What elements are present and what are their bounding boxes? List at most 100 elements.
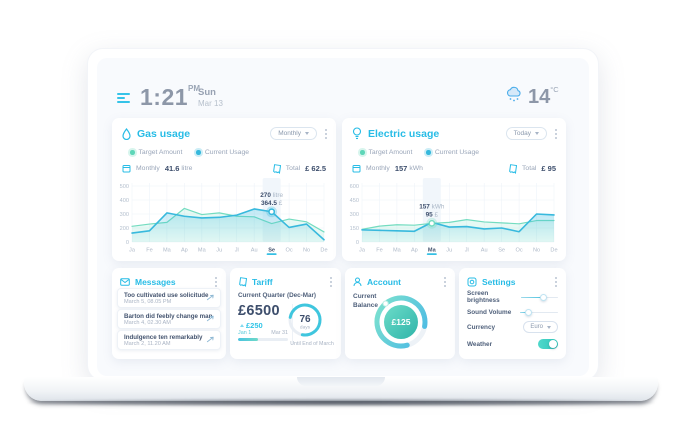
temperature-value: 14°C bbox=[528, 85, 559, 108]
clock-time: 1:21PM bbox=[140, 84, 201, 110]
tariff-amount: £6500 bbox=[238, 303, 280, 319]
svg-text:600: 600 bbox=[350, 184, 359, 190]
svg-text:450: 450 bbox=[350, 198, 359, 204]
messages-menu-button[interactable] bbox=[213, 275, 219, 289]
gas-series-current bbox=[131, 208, 325, 241]
screen-brightness-label: Screen brightness bbox=[467, 290, 500, 304]
electric-range-dropdown[interactable]: Today bbox=[505, 127, 547, 140]
tariff-progress-fill bbox=[238, 338, 258, 341]
message-item[interactable]: Indulgence ten remarkably March 2, 11.20… bbox=[117, 330, 221, 350]
arrow-up-icon bbox=[240, 324, 244, 327]
tariff-menu-button[interactable] bbox=[328, 275, 334, 289]
electric-bulb-icon bbox=[352, 127, 362, 140]
svg-text:Jl: Jl bbox=[465, 248, 469, 254]
slider-track bbox=[520, 311, 558, 314]
electric-stats-row: Monthly 157 kWh Total £ 95 bbox=[352, 163, 556, 174]
laptop-base-notch bbox=[297, 377, 385, 386]
currency-value: Euro bbox=[530, 324, 543, 330]
send-arrow-icon bbox=[206, 294, 214, 301]
svg-text:De: De bbox=[320, 248, 327, 254]
account-balance-gauge: £125 bbox=[374, 295, 428, 349]
chevron-down-icon bbox=[547, 325, 551, 329]
electric-period-label: Monthly bbox=[366, 165, 390, 172]
gas-total-value: £ 62.5 bbox=[305, 164, 326, 173]
current-usage-dot bbox=[196, 150, 201, 155]
screen-brightness-slider[interactable] bbox=[521, 294, 558, 301]
clock-meridiem: PM bbox=[188, 84, 201, 93]
svg-text:Oc: Oc bbox=[286, 248, 293, 254]
current-usage-dot bbox=[426, 150, 431, 155]
tariff-progress-bar bbox=[238, 338, 288, 341]
svg-text:Au: Au bbox=[481, 248, 488, 254]
gas-legend: Target Amount Current Usage bbox=[130, 149, 249, 156]
slider-knob[interactable] bbox=[540, 294, 548, 301]
slider-knob[interactable] bbox=[524, 309, 532, 316]
svg-text:300: 300 bbox=[120, 212, 129, 218]
svg-text:500: 500 bbox=[120, 184, 129, 190]
tariff-gauge-caption: Until End of March bbox=[290, 341, 334, 347]
tariff-subtitle: Current Quarter (Dec-Mar) bbox=[238, 292, 317, 299]
gas-range-value: Monthly bbox=[278, 130, 301, 137]
target-amount-label: Target Amount bbox=[368, 149, 413, 156]
account-menu-button[interactable] bbox=[442, 275, 448, 289]
calendar-icon bbox=[122, 165, 131, 173]
laptop-shadow bbox=[28, 399, 654, 406]
gas-menu-button[interactable] bbox=[323, 127, 329, 141]
electric-range-value: Today bbox=[513, 130, 531, 137]
gas-period-label: Monthly bbox=[136, 165, 160, 172]
svg-text:Oc: Oc bbox=[516, 248, 523, 254]
svg-text:Ju: Ju bbox=[216, 248, 222, 254]
electric-series-target bbox=[361, 218, 555, 231]
account-panel: Account Current Balance £125 bbox=[345, 268, 455, 359]
sound-volume-slider[interactable] bbox=[520, 309, 558, 316]
svg-text:Fe: Fe bbox=[376, 248, 383, 254]
menu-icon[interactable] bbox=[117, 93, 131, 104]
svg-text:0: 0 bbox=[126, 240, 129, 246]
settings-panel-title: Settings bbox=[482, 276, 516, 287]
svg-text:200: 200 bbox=[120, 226, 129, 232]
tariff-delta: £250 bbox=[240, 321, 263, 330]
messages-panel-title: Messages bbox=[135, 276, 176, 287]
svg-text:Jl: Jl bbox=[235, 248, 239, 254]
svg-text:400: 400 bbox=[120, 198, 129, 204]
gas-usage-panel: Gas usage Monthly Target Amount Current … bbox=[112, 118, 336, 261]
account-balance-value: £125 bbox=[392, 317, 411, 327]
messages-panel: Messages Too cultivated use solicitude M… bbox=[112, 268, 226, 359]
currency-dropdown[interactable]: Euro bbox=[523, 321, 558, 333]
tariff-days-gauge: 76 days bbox=[288, 303, 322, 337]
svg-text:Ma: Ma bbox=[163, 248, 172, 254]
message-date: March 5, 08.05 PM bbox=[124, 299, 172, 305]
gas-range-dropdown[interactable]: Monthly bbox=[270, 127, 317, 140]
gas-marker bbox=[268, 208, 276, 216]
tariff-receipt-icon bbox=[239, 276, 247, 287]
svg-text:Se: Se bbox=[498, 248, 505, 254]
svg-text:Au: Au bbox=[251, 248, 258, 254]
receipt-icon bbox=[272, 163, 281, 174]
laptop-base bbox=[24, 377, 658, 401]
gas-period-value: 41.6 bbox=[164, 164, 180, 173]
settings-menu-button[interactable] bbox=[553, 275, 559, 289]
envelope-icon bbox=[120, 277, 130, 286]
clock-date: Mar 13 bbox=[198, 98, 223, 108]
person-icon bbox=[353, 277, 362, 286]
weather-widget: 14°C bbox=[505, 86, 559, 107]
message-title: Indulgence ten remarkably bbox=[124, 333, 203, 341]
message-item[interactable]: Barton did feebly change man March 4, 02… bbox=[117, 309, 221, 329]
electric-marker bbox=[428, 219, 436, 227]
tariff-days-unit: days bbox=[300, 325, 311, 331]
electric-panel-title: Electric usage bbox=[368, 127, 440, 140]
message-date: March 4, 02.30 AM bbox=[124, 320, 171, 326]
weather-label: Weather bbox=[467, 340, 493, 348]
svg-text:Ju: Ju bbox=[446, 248, 452, 254]
electric-menu-button[interactable] bbox=[553, 127, 559, 141]
svg-text:Ap: Ap bbox=[181, 248, 188, 254]
svg-text:Ap: Ap bbox=[411, 248, 418, 254]
message-item[interactable]: Too cultivated use solicitude March 5, 0… bbox=[117, 288, 221, 308]
slider-fill bbox=[521, 296, 544, 299]
chevron-down-icon bbox=[535, 132, 539, 135]
electric-period-unit: kWh bbox=[409, 165, 423, 172]
weather-toggle[interactable] bbox=[538, 339, 558, 349]
send-arrow-icon bbox=[206, 336, 214, 343]
